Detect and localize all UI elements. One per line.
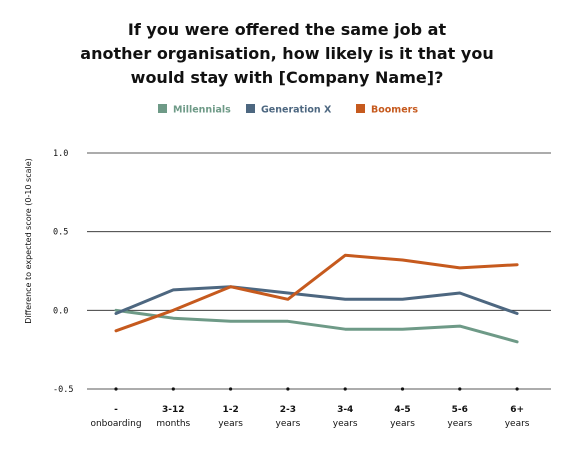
y-tick-label: 0.5	[53, 228, 68, 238]
x-tick-label-top: 6+	[510, 405, 524, 415]
x-axis-dot	[114, 387, 118, 391]
legend-swatch	[246, 104, 255, 113]
legend-label: Generation X	[261, 105, 332, 116]
series-line-millennials	[114, 308, 519, 344]
x-tick-label-top: 3-4	[337, 405, 353, 415]
series-line-boomers	[114, 253, 519, 333]
x-tick-label-top: 1-2	[222, 405, 238, 415]
chart-title: If you were offered the same job at anot…	[0, 18, 574, 90]
x-axis-dot	[458, 387, 462, 391]
legend-swatch	[158, 104, 167, 113]
x-axis-categories: - onboarding 3-12 months 1-2 years 2-3 years 3-4…	[90, 405, 529, 429]
x-tick-label-top: 4-5	[394, 405, 410, 415]
x-axis-markers	[114, 387, 519, 391]
x-tick-label-top: 2-3	[280, 405, 296, 415]
x-tick-label-bottom: years	[218, 419, 243, 429]
series-lines	[114, 253, 519, 344]
chart-title-line-3: would stay with [Company Name]?	[130, 68, 444, 87]
legend-swatch	[356, 104, 365, 113]
x-tick-label-top: 3-12	[162, 405, 185, 415]
chart-title-line-2: another organisation, how likely is it t…	[80, 44, 494, 63]
series-line-generation-x	[114, 285, 519, 315]
y-tick-label: -0.5	[53, 385, 73, 395]
x-tick-label-bottom: years	[333, 419, 358, 429]
x-axis-dot	[171, 387, 175, 391]
x-axis-dot	[343, 387, 347, 391]
x-tick-label-top: -	[114, 405, 118, 415]
y-tick-label: 1.0	[53, 149, 68, 159]
legend-label: Boomers	[371, 105, 418, 116]
x-tick-label-bottom: onboarding	[90, 419, 141, 429]
x-tick-label-bottom: years	[505, 419, 530, 429]
y-tick-label: 0.0	[53, 306, 68, 316]
y-axis-ticks: 1.0 0.5 0.0 -0.5	[53, 149, 73, 395]
x-tick-label-bottom: years	[390, 419, 415, 429]
gridlines	[87, 152, 551, 390]
x-tick-label-bottom: years	[447, 419, 472, 429]
x-tick-label-top: 5-6	[452, 405, 468, 415]
legend-label: Millennials	[173, 105, 231, 116]
chart-title-line-1: If you were offered the same job at	[127, 20, 447, 39]
legend: Millennials Generation X Boomers	[158, 104, 418, 116]
x-axis-dot	[229, 387, 233, 391]
x-axis-dot	[400, 387, 405, 391]
y-axis-label: Difference to expected score (0-10 scale…	[24, 158, 33, 324]
x-tick-label-bottom: months	[156, 419, 190, 429]
x-axis-dot	[515, 387, 519, 391]
x-tick-label-bottom: years	[276, 419, 301, 429]
x-axis-dot	[286, 387, 290, 391]
